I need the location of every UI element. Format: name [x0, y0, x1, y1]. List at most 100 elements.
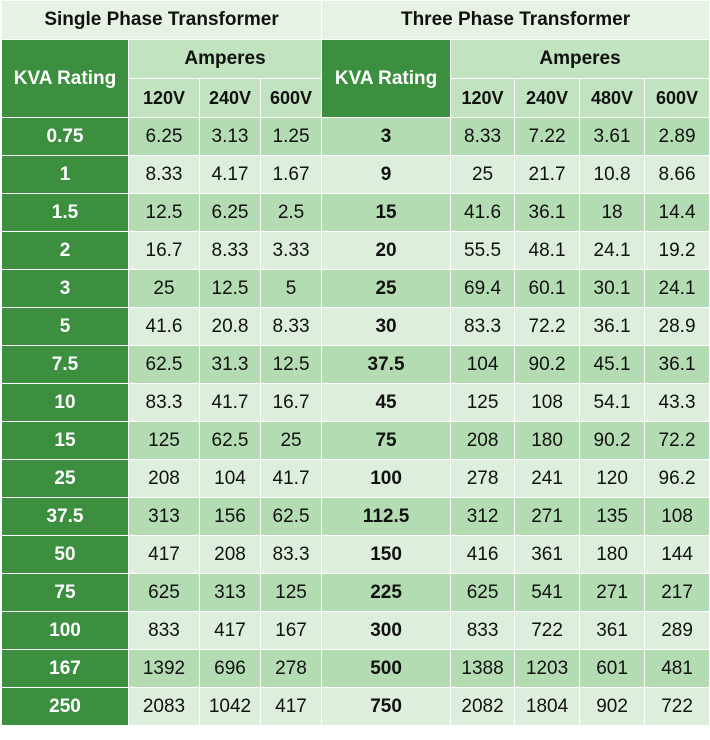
single-amp-value: 25 — [259, 421, 323, 460]
three-amp-value: 36.1 — [579, 307, 646, 346]
single-amp-value: 4.17 — [199, 155, 261, 194]
three-amp-value: 24.1 — [579, 231, 646, 270]
single-amp-value: 1392 — [128, 649, 200, 688]
single-kva-value: 1 — [1, 155, 129, 194]
single-amp-value: 125 — [259, 573, 323, 612]
single-amp-value: 125 — [128, 421, 200, 460]
single-voltage-header: 240V — [199, 78, 261, 118]
three-kva-value: 100 — [321, 459, 452, 498]
single-amp-value: 417 — [128, 535, 200, 574]
single-amp-value: 41.7 — [199, 383, 261, 422]
table-row: 75 625 313 125 225 625 541 271 217 — [1, 573, 710, 612]
three-amp-value: 601 — [579, 649, 646, 688]
single-amp-value: 625 — [128, 573, 200, 612]
three-amp-value: 55.5 — [450, 231, 516, 270]
table-row: 10 83.3 41.7 16.7 45 125 108 54.1 43.3 — [1, 383, 710, 422]
three-amp-value: 1203 — [514, 649, 581, 688]
single-kva-rating-header: KVA Rating — [1, 39, 129, 118]
single-amp-value: 16.7 — [259, 383, 323, 422]
three-amp-value: 8.33 — [450, 117, 516, 156]
three-amp-value: 36.1 — [644, 345, 710, 384]
three-kva-value: 25 — [321, 269, 452, 308]
three-amp-value: 8.66 — [644, 155, 710, 194]
single-kva-value: 3 — [1, 269, 129, 308]
single-amp-value: 167 — [259, 611, 323, 650]
single-kva-value: 1.5 — [1, 193, 129, 232]
three-amp-value: 289 — [644, 611, 710, 650]
single-phase-title: Single Phase Transformer — [0, 0, 323, 40]
three-voltage-header: 120V — [450, 78, 516, 118]
three-amp-value: 902 — [579, 687, 646, 726]
table-row: 1 8.33 4.17 1.67 9 25 21.7 10.8 8.66 — [1, 155, 710, 194]
single-amp-value: 278 — [259, 649, 323, 688]
single-amp-value: 12.5 — [259, 345, 323, 384]
single-amp-value: 62.5 — [259, 497, 323, 536]
three-amp-value: 361 — [514, 535, 581, 574]
three-kva-value: 150 — [321, 535, 452, 574]
three-amp-value: 90.2 — [514, 345, 581, 384]
three-amp-value: 48.1 — [514, 231, 581, 270]
three-voltage-header: 240V — [514, 78, 581, 118]
three-amp-value: 2.89 — [644, 117, 710, 156]
three-amp-value: 271 — [514, 497, 581, 536]
three-amp-value: 833 — [450, 611, 516, 650]
single-amp-value: 2083 — [128, 687, 200, 726]
three-amp-value: 14.4 — [644, 193, 710, 232]
table-row: 25 208 104 41.7 100 278 241 120 96.2 — [1, 459, 710, 498]
three-amp-value: 278 — [450, 459, 516, 498]
three-kva-value: 20 — [321, 231, 452, 270]
three-amp-value: 72.2 — [644, 421, 710, 460]
three-amp-value: 125 — [450, 383, 516, 422]
single-amp-value: 6.25 — [199, 193, 261, 232]
three-amp-value: 10.8 — [579, 155, 646, 194]
three-amp-value: 21.7 — [514, 155, 581, 194]
three-amp-value: 36.1 — [514, 193, 581, 232]
three-kva-value: 30 — [321, 307, 452, 346]
single-amp-value: 208 — [199, 535, 261, 574]
three-amp-value: 361 — [579, 611, 646, 650]
three-amp-value: 180 — [579, 535, 646, 574]
three-amp-value: 1388 — [450, 649, 516, 688]
three-amp-value: 208 — [450, 421, 516, 460]
three-amp-value: 144 — [644, 535, 710, 574]
single-amp-value: 833 — [128, 611, 200, 650]
single-kva-value: 7.5 — [1, 345, 129, 384]
three-amp-value: 416 — [450, 535, 516, 574]
three-amp-value: 54.1 — [579, 383, 646, 422]
three-amp-value: 1804 — [514, 687, 581, 726]
three-amp-value: 83.3 — [450, 307, 516, 346]
table-row: 100 833 417 167 300 833 722 361 289 — [1, 611, 710, 650]
three-amp-value: 2082 — [450, 687, 516, 726]
single-amp-value: 313 — [199, 573, 261, 612]
single-amp-value: 156 — [199, 497, 261, 536]
three-amp-value: 180 — [514, 421, 581, 460]
single-amp-value: 696 — [199, 649, 261, 688]
three-amp-value: 541 — [514, 573, 581, 612]
single-kva-value: 37.5 — [1, 497, 129, 536]
single-amp-value: 8.33 — [199, 231, 261, 270]
three-amp-value: 25 — [450, 155, 516, 194]
table-row: 5 41.6 20.8 8.33 30 83.3 72.2 36.1 28.9 — [1, 307, 710, 346]
single-kva-value: 5 — [1, 307, 129, 346]
three-kva-value: 750 — [321, 687, 452, 726]
single-amp-value: 83.3 — [259, 535, 323, 574]
three-kva-value: 112.5 — [321, 497, 452, 536]
table-body: 0.75 6.25 3.13 1.25 3 8.33 7.22 3.61 2.89 1 8.33 4.… — [1, 117, 710, 726]
three-kva-value: 500 — [321, 649, 452, 688]
single-kva-value: 75 — [1, 573, 129, 612]
single-amp-value: 62.5 — [199, 421, 261, 460]
single-amp-value: 1.67 — [259, 155, 323, 194]
three-amp-value: 60.1 — [514, 269, 581, 308]
table-row: 7.5 62.5 31.3 12.5 37.5 104 90.2 45.1 36.1 — [1, 345, 710, 384]
three-amp-value: 90.2 — [579, 421, 646, 460]
three-amp-value: 72.2 — [514, 307, 581, 346]
three-amp-value: 625 — [450, 573, 516, 612]
single-amp-value: 62.5 — [128, 345, 200, 384]
three-amp-value: 18 — [579, 193, 646, 232]
three-amp-value: 30.1 — [579, 269, 646, 308]
three-amp-value: 24.1 — [644, 269, 710, 308]
single-amp-value: 2.5 — [259, 193, 323, 232]
single-amp-value: 313 — [128, 497, 200, 536]
three-amp-value: 45.1 — [579, 345, 646, 384]
single-amp-value: 6.25 — [128, 117, 200, 156]
